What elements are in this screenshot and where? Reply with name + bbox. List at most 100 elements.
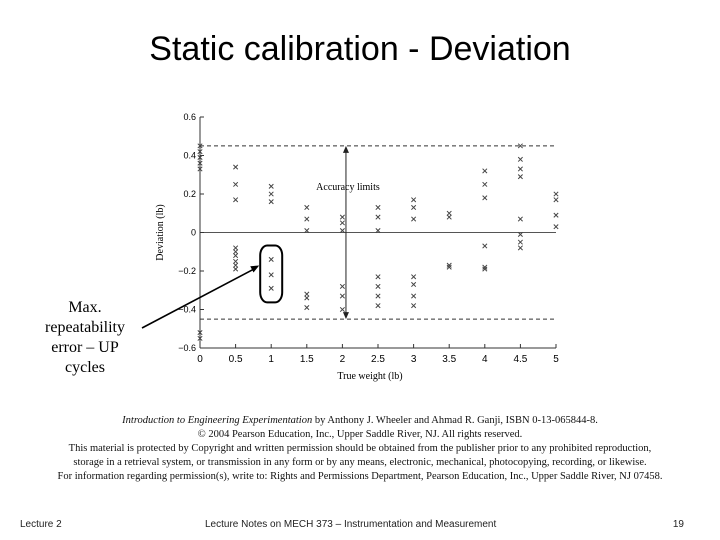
data-point [339, 283, 345, 289]
x-tick-label: 2.5 [371, 354, 385, 365]
data-point [304, 291, 310, 297]
x-tick-label: 2 [340, 354, 346, 365]
data-point [233, 181, 239, 187]
data-point [339, 228, 345, 234]
y-tick-label: −0.2 [178, 266, 196, 276]
data-point [197, 335, 203, 341]
data-point [553, 197, 559, 203]
data-point [446, 214, 452, 220]
data-point [197, 330, 203, 336]
data-point [517, 166, 523, 172]
data-point [339, 220, 345, 226]
y-axis-label: Deviation (lb) [155, 204, 166, 260]
data-point [482, 195, 488, 201]
footer-lecture-label: Lecture 2 [20, 519, 62, 530]
data-point [375, 274, 381, 280]
data-point [375, 303, 381, 309]
data-point [446, 210, 452, 216]
repeatability-highlight-loop [259, 244, 284, 304]
x-tick-label: 4 [482, 354, 488, 365]
data-point [517, 231, 523, 237]
data-point [482, 243, 488, 249]
y-tick-label: 0 [191, 228, 196, 238]
data-point [197, 166, 203, 172]
footer-page-number: 19 [672, 519, 684, 530]
data-point [339, 306, 345, 313]
y-tick-label: 0.6 [183, 112, 196, 122]
data-point [197, 154, 203, 160]
data-point [375, 293, 381, 299]
y-tick-label: 0.4 [183, 151, 196, 161]
data-point [339, 293, 345, 299]
data-point [517, 239, 523, 245]
data-point [375, 228, 381, 234]
data-point [233, 253, 239, 259]
book-title: Introduction to Engineering Experimentat… [122, 415, 313, 426]
x-tick-label: 4.5 [513, 354, 527, 365]
x-tick-label: 5 [553, 354, 559, 365]
annotation-arrow-head [250, 265, 260, 273]
slide-title: Static calibration - Deviation [149, 30, 571, 68]
data-point [268, 285, 274, 291]
data-point [411, 274, 417, 280]
annotation-arrow-line [141, 268, 254, 329]
x-tick-label: 0.5 [229, 354, 243, 365]
data-point [268, 191, 274, 197]
data-point [375, 214, 381, 220]
data-point [197, 149, 203, 155]
credit-line-4: storage in a retrieval system, or transm… [73, 457, 647, 468]
data-point [517, 216, 523, 222]
x-axis-label: True weight (lb) [337, 371, 402, 382]
credit-line-2: © 2004 Pearson Education, Inc., Upper Sa… [197, 429, 523, 440]
data-point [233, 258, 239, 264]
book-authors: by Anthony J. Wheeler and Ahmad R. Ganji… [312, 415, 598, 426]
annotation-marks [141, 244, 284, 329]
data-point [411, 293, 417, 299]
credit-line-5: For information regarding permission(s),… [57, 471, 663, 482]
data-point [482, 266, 488, 272]
data-point [233, 266, 239, 272]
data-point [553, 224, 559, 230]
data-points [197, 143, 559, 341]
credit-line-1: Introduction to Engineering Experimentat… [30, 414, 690, 428]
data-point [233, 164, 239, 170]
data-point [482, 181, 488, 187]
data-point [233, 197, 239, 203]
data-point [411, 197, 417, 203]
x-tick-label: 3 [411, 354, 417, 365]
data-point [482, 168, 488, 174]
data-point [339, 214, 345, 220]
data-point [268, 256, 274, 263]
x-tick-label: 0 [197, 354, 203, 365]
data-point [268, 199, 274, 205]
data-point [304, 295, 310, 301]
data-point [268, 183, 274, 189]
data-point [375, 283, 381, 289]
data-point [553, 191, 559, 197]
y-tick-label: 0.2 [183, 189, 196, 199]
data-point [304, 204, 310, 211]
data-point [517, 143, 523, 149]
accuracy-arrow-head-down [342, 312, 349, 320]
data-point [411, 204, 417, 211]
data-point [197, 160, 203, 166]
data-point [375, 204, 381, 211]
x-tick-label: 3.5 [442, 354, 456, 365]
data-point [517, 174, 523, 180]
y-tick-label: −0.4 [178, 305, 196, 315]
y-tick-label: −0.6 [178, 343, 196, 353]
data-point [446, 264, 452, 270]
data-point [304, 216, 310, 222]
data-point [482, 264, 488, 270]
data-point [304, 228, 310, 234]
repeatability-annotation: Max. repeatability error – UP cycles [45, 299, 125, 376]
data-point [233, 249, 239, 255]
data-point [446, 262, 452, 268]
data-point [233, 245, 239, 251]
credit-line-3: This material is protected by Copyright … [68, 443, 652, 454]
chart-axes: −0.6 −0.4 −0.2 0 0.2 0.4 0.6 0 0.5 1 1.5 2 2.5 3 3.5 4 4… [155, 112, 559, 382]
data-point [411, 281, 417, 288]
data-point [268, 272, 274, 278]
accuracy-arrow-head-up [342, 145, 349, 153]
data-point [517, 245, 523, 251]
